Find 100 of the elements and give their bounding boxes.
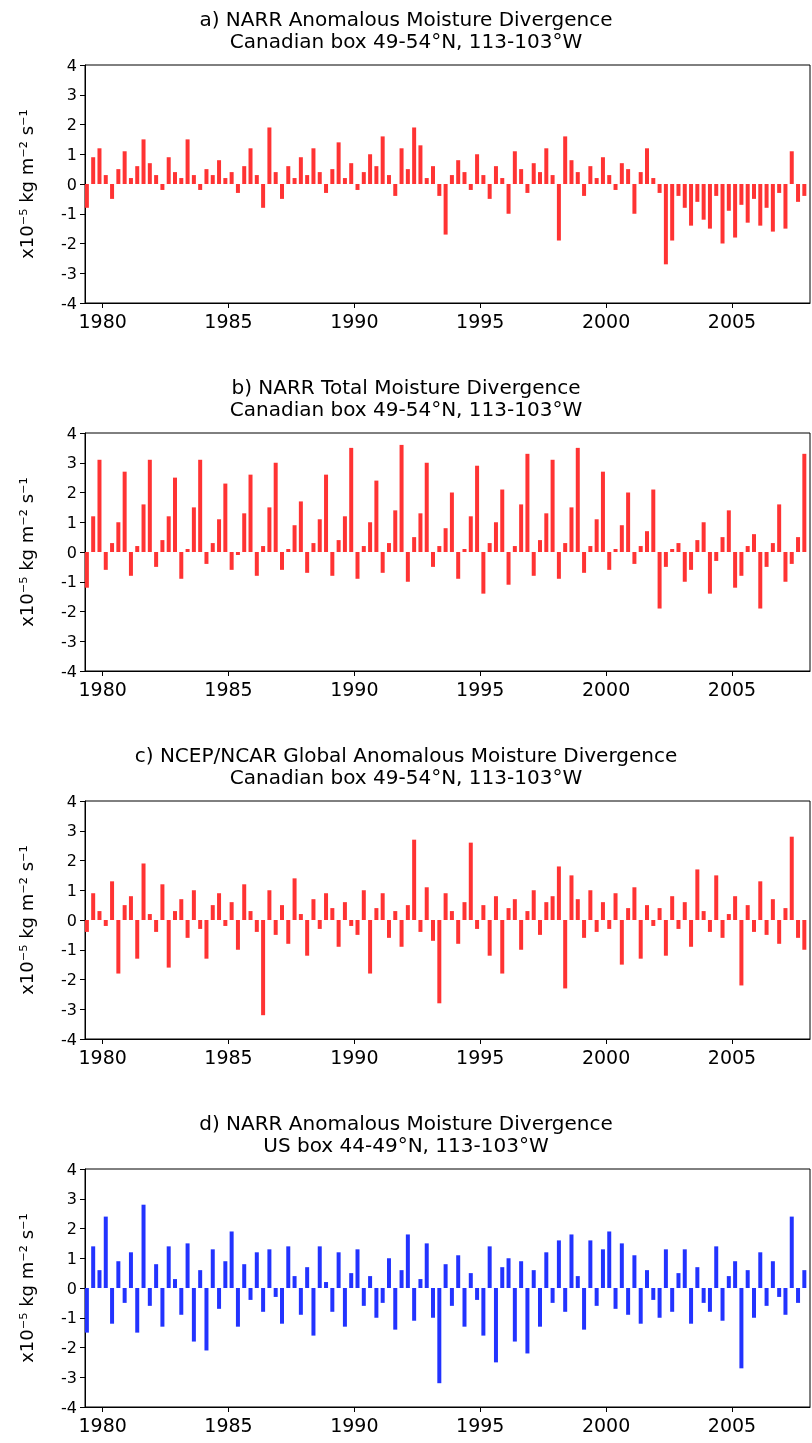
bar <box>456 160 461 184</box>
bar <box>217 160 222 184</box>
bar <box>317 1246 322 1288</box>
bar <box>707 920 712 932</box>
bar <box>531 552 536 576</box>
x-tick-label: 1980 <box>78 1045 127 1068</box>
bar <box>405 169 410 184</box>
y-tick-label: 3 <box>66 1189 77 1209</box>
bar <box>324 893 329 920</box>
bar <box>154 920 159 932</box>
bar <box>600 1249 605 1288</box>
bar <box>651 178 656 184</box>
bar <box>418 920 423 932</box>
bar <box>645 1270 649 1288</box>
bar <box>638 172 643 184</box>
bar <box>204 552 209 564</box>
bar <box>412 537 417 552</box>
bar <box>531 1270 536 1288</box>
bar <box>462 549 467 552</box>
bar <box>298 501 303 552</box>
bar <box>500 489 505 552</box>
bar <box>399 148 404 184</box>
bar <box>418 1279 423 1288</box>
bar <box>626 908 631 920</box>
bar <box>563 136 568 184</box>
x-tick-label: 2005 <box>707 309 757 332</box>
bar <box>764 552 769 567</box>
chart-title: d) NARR Anomalous Moisture Divergence <box>199 1111 613 1135</box>
bar <box>91 516 96 552</box>
bar <box>764 1288 769 1306</box>
bar <box>235 184 240 193</box>
bar <box>632 184 637 214</box>
y-tick-label: -4 <box>61 661 77 681</box>
bar <box>128 896 133 920</box>
bar <box>368 1276 373 1288</box>
bar <box>97 911 102 920</box>
bar <box>311 1288 316 1336</box>
bar <box>512 546 517 552</box>
bar <box>204 169 209 184</box>
bar <box>437 546 442 552</box>
bar <box>632 552 637 564</box>
bar <box>751 534 756 552</box>
bar <box>122 471 127 552</box>
bar <box>248 1288 253 1300</box>
bar <box>449 1288 454 1306</box>
bar <box>751 184 756 199</box>
bar <box>770 899 775 920</box>
bar <box>261 546 266 552</box>
bar <box>443 1264 448 1288</box>
bar <box>166 1246 171 1288</box>
bar <box>657 184 662 193</box>
bar <box>292 1276 297 1288</box>
bar <box>726 184 731 211</box>
bar <box>525 453 530 552</box>
bar <box>336 920 341 947</box>
x-tick-label: 1990 <box>330 309 379 332</box>
bar <box>317 920 322 929</box>
bar <box>575 172 580 184</box>
bar <box>550 459 555 552</box>
bar <box>626 492 631 552</box>
bar <box>191 507 196 552</box>
bar <box>651 920 656 926</box>
bar <box>613 184 618 190</box>
bar <box>380 1288 385 1303</box>
y-tick-label: 4 <box>66 1159 77 1179</box>
y-tick-label: -1 <box>61 204 77 224</box>
bar <box>210 175 215 184</box>
bar <box>311 899 316 920</box>
bar <box>701 1288 706 1303</box>
bar <box>342 516 347 552</box>
bar <box>531 890 536 920</box>
bar <box>122 151 127 184</box>
bar <box>682 1249 687 1288</box>
x-tick-label: 1990 <box>330 1045 379 1068</box>
bar <box>600 902 605 920</box>
bar <box>185 920 190 938</box>
bar <box>770 543 775 552</box>
bar <box>273 462 278 552</box>
y-tick-label: -2 <box>61 1338 77 1357</box>
bar <box>166 157 171 184</box>
bar <box>336 1252 341 1288</box>
bar <box>298 914 303 920</box>
bar <box>223 920 228 926</box>
bar <box>720 537 725 552</box>
bar <box>468 1273 473 1288</box>
bar <box>154 175 159 184</box>
bar <box>449 175 454 184</box>
bar <box>349 1273 354 1288</box>
bar <box>336 540 341 552</box>
bar <box>110 1288 115 1324</box>
bar <box>720 1288 725 1321</box>
bar <box>179 899 184 920</box>
bar <box>116 169 121 184</box>
bar <box>349 920 354 926</box>
bar <box>764 184 769 208</box>
bar <box>399 444 404 552</box>
bar <box>412 1288 417 1321</box>
bar <box>349 447 354 552</box>
x-tick-label: 2005 <box>707 1413 757 1436</box>
bar <box>135 166 140 184</box>
